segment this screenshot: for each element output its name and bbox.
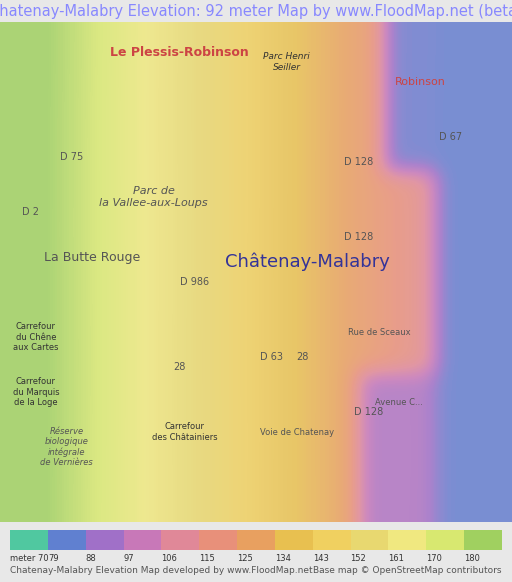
Text: 161: 161 [388,554,404,563]
Text: 79: 79 [48,554,59,563]
FancyBboxPatch shape [10,530,48,551]
Text: 97: 97 [124,554,134,563]
FancyBboxPatch shape [313,530,351,551]
Text: Robinson: Robinson [394,77,445,87]
FancyBboxPatch shape [124,530,161,551]
Text: Rue de Sceaux: Rue de Sceaux [348,328,410,336]
Text: Parc Henri
Seiller: Parc Henri Seiller [263,52,310,72]
Text: Base map © OpenStreetMap contributors: Base map © OpenStreetMap contributors [313,566,502,576]
FancyBboxPatch shape [464,530,502,551]
Text: 115: 115 [199,554,215,563]
Text: D 67: D 67 [439,132,462,142]
Text: D 986: D 986 [180,277,209,287]
Text: Carrefour
du Marquis
de la Loge: Carrefour du Marquis de la Loge [12,377,59,407]
Text: 180: 180 [464,554,480,563]
Text: meter 70: meter 70 [10,554,49,563]
Text: Chatenay-Malabry Elevation: 92 meter Map by www.FloodMap.net (beta): Chatenay-Malabry Elevation: 92 meter Map… [0,3,512,19]
Text: 106: 106 [161,554,177,563]
Text: Voie de Chatenay: Voie de Chatenay [260,428,334,436]
FancyBboxPatch shape [199,530,237,551]
Text: La Butte Rouge: La Butte Rouge [44,251,140,264]
Text: D 63: D 63 [260,352,283,362]
Text: D 128: D 128 [344,157,373,167]
FancyBboxPatch shape [86,530,124,551]
Text: Carrefour
du Chêne
aux Cartes: Carrefour du Chêne aux Cartes [13,322,58,352]
FancyBboxPatch shape [48,530,86,551]
FancyBboxPatch shape [275,530,313,551]
Text: D 128: D 128 [354,407,383,417]
Text: 88: 88 [86,554,97,563]
Text: 170: 170 [426,554,442,563]
Text: Carrefour
des Châtainiers: Carrefour des Châtainiers [152,423,217,442]
Text: Réserve
biologique
intégrale
de Vernières: Réserve biologique intégrale de Vernière… [40,427,93,467]
Text: 28: 28 [173,362,185,372]
Text: 134: 134 [275,554,291,563]
Text: Avenue C...: Avenue C... [375,398,423,407]
FancyBboxPatch shape [351,530,388,551]
Text: D 128: D 128 [344,232,373,242]
Text: Chatenay-Malabry Elevation Map developed by www.FloodMap.net: Chatenay-Malabry Elevation Map developed… [10,566,313,576]
FancyBboxPatch shape [237,530,275,551]
Text: 143: 143 [313,554,329,563]
Text: 28: 28 [296,352,308,362]
Text: Le Plessis-Robinson: Le Plessis-Robinson [110,45,248,59]
Text: 125: 125 [237,554,253,563]
Text: 152: 152 [351,554,366,563]
FancyBboxPatch shape [426,530,464,551]
FancyBboxPatch shape [388,530,426,551]
Text: D 75: D 75 [60,152,83,162]
FancyBboxPatch shape [161,530,199,551]
Text: Châtenay-Malabry: Châtenay-Malabry [225,253,390,271]
Text: D 2: D 2 [22,207,39,217]
Text: Parc de
la Vallee-aux-Loups: Parc de la Vallee-aux-Loups [99,186,208,208]
